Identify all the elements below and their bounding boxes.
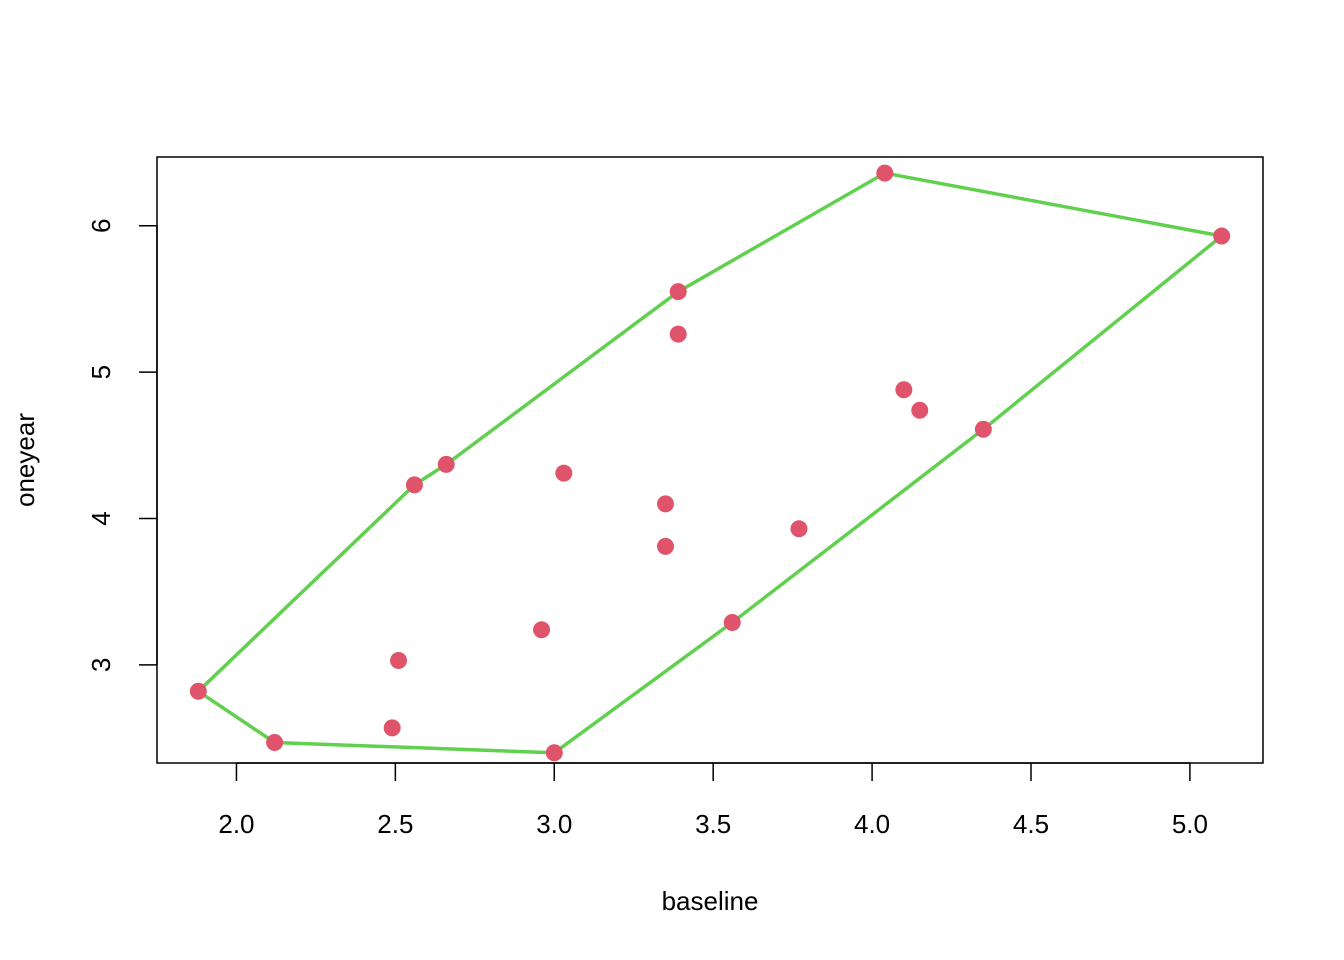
data-point: [545, 744, 563, 762]
y-tick-label: 5: [86, 365, 116, 379]
data-point: [1213, 227, 1231, 245]
y-tick-label: 4: [86, 511, 116, 525]
data-point: [723, 613, 741, 631]
data-point: [911, 401, 929, 419]
data-point: [657, 495, 675, 513]
plot-frame: [156, 156, 1264, 764]
data-point: [533, 621, 551, 639]
data-point: [657, 537, 675, 555]
x-tick-label: 2.0: [218, 809, 254, 839]
x-axis-label: baseline: [662, 886, 759, 916]
x-tick-label: 4.5: [1013, 809, 1049, 839]
y-axis: 3 4 5 6: [86, 219, 158, 672]
data-point: [974, 420, 992, 438]
data-point: [383, 719, 401, 737]
data-points: [189, 164, 1231, 762]
data-point: [669, 325, 687, 343]
y-tick-label: 6: [86, 219, 116, 233]
data-point: [189, 682, 207, 700]
data-point: [266, 734, 284, 752]
x-tick-label: 4.0: [854, 809, 890, 839]
x-tick-label: 3.5: [695, 809, 731, 839]
convex-hull-line: [197, 171, 1224, 755]
data-point: [405, 476, 423, 494]
x-tick-label: 3.0: [536, 809, 572, 839]
x-tick-label: 2.5: [377, 809, 413, 839]
data-point: [876, 164, 894, 182]
data-point: [895, 381, 913, 399]
x-tick-label: 5.0: [1172, 809, 1208, 839]
y-tick-label: 3: [86, 658, 116, 672]
data-point: [669, 283, 687, 301]
data-point: [437, 455, 455, 473]
data-point: [790, 520, 808, 538]
x-axis: 2.0 2.5 3.0 3.5 4.0 4.5 5.0: [218, 762, 1208, 839]
data-point: [390, 652, 408, 670]
y-axis-label: oneyear: [10, 413, 40, 507]
data-point: [555, 464, 573, 482]
